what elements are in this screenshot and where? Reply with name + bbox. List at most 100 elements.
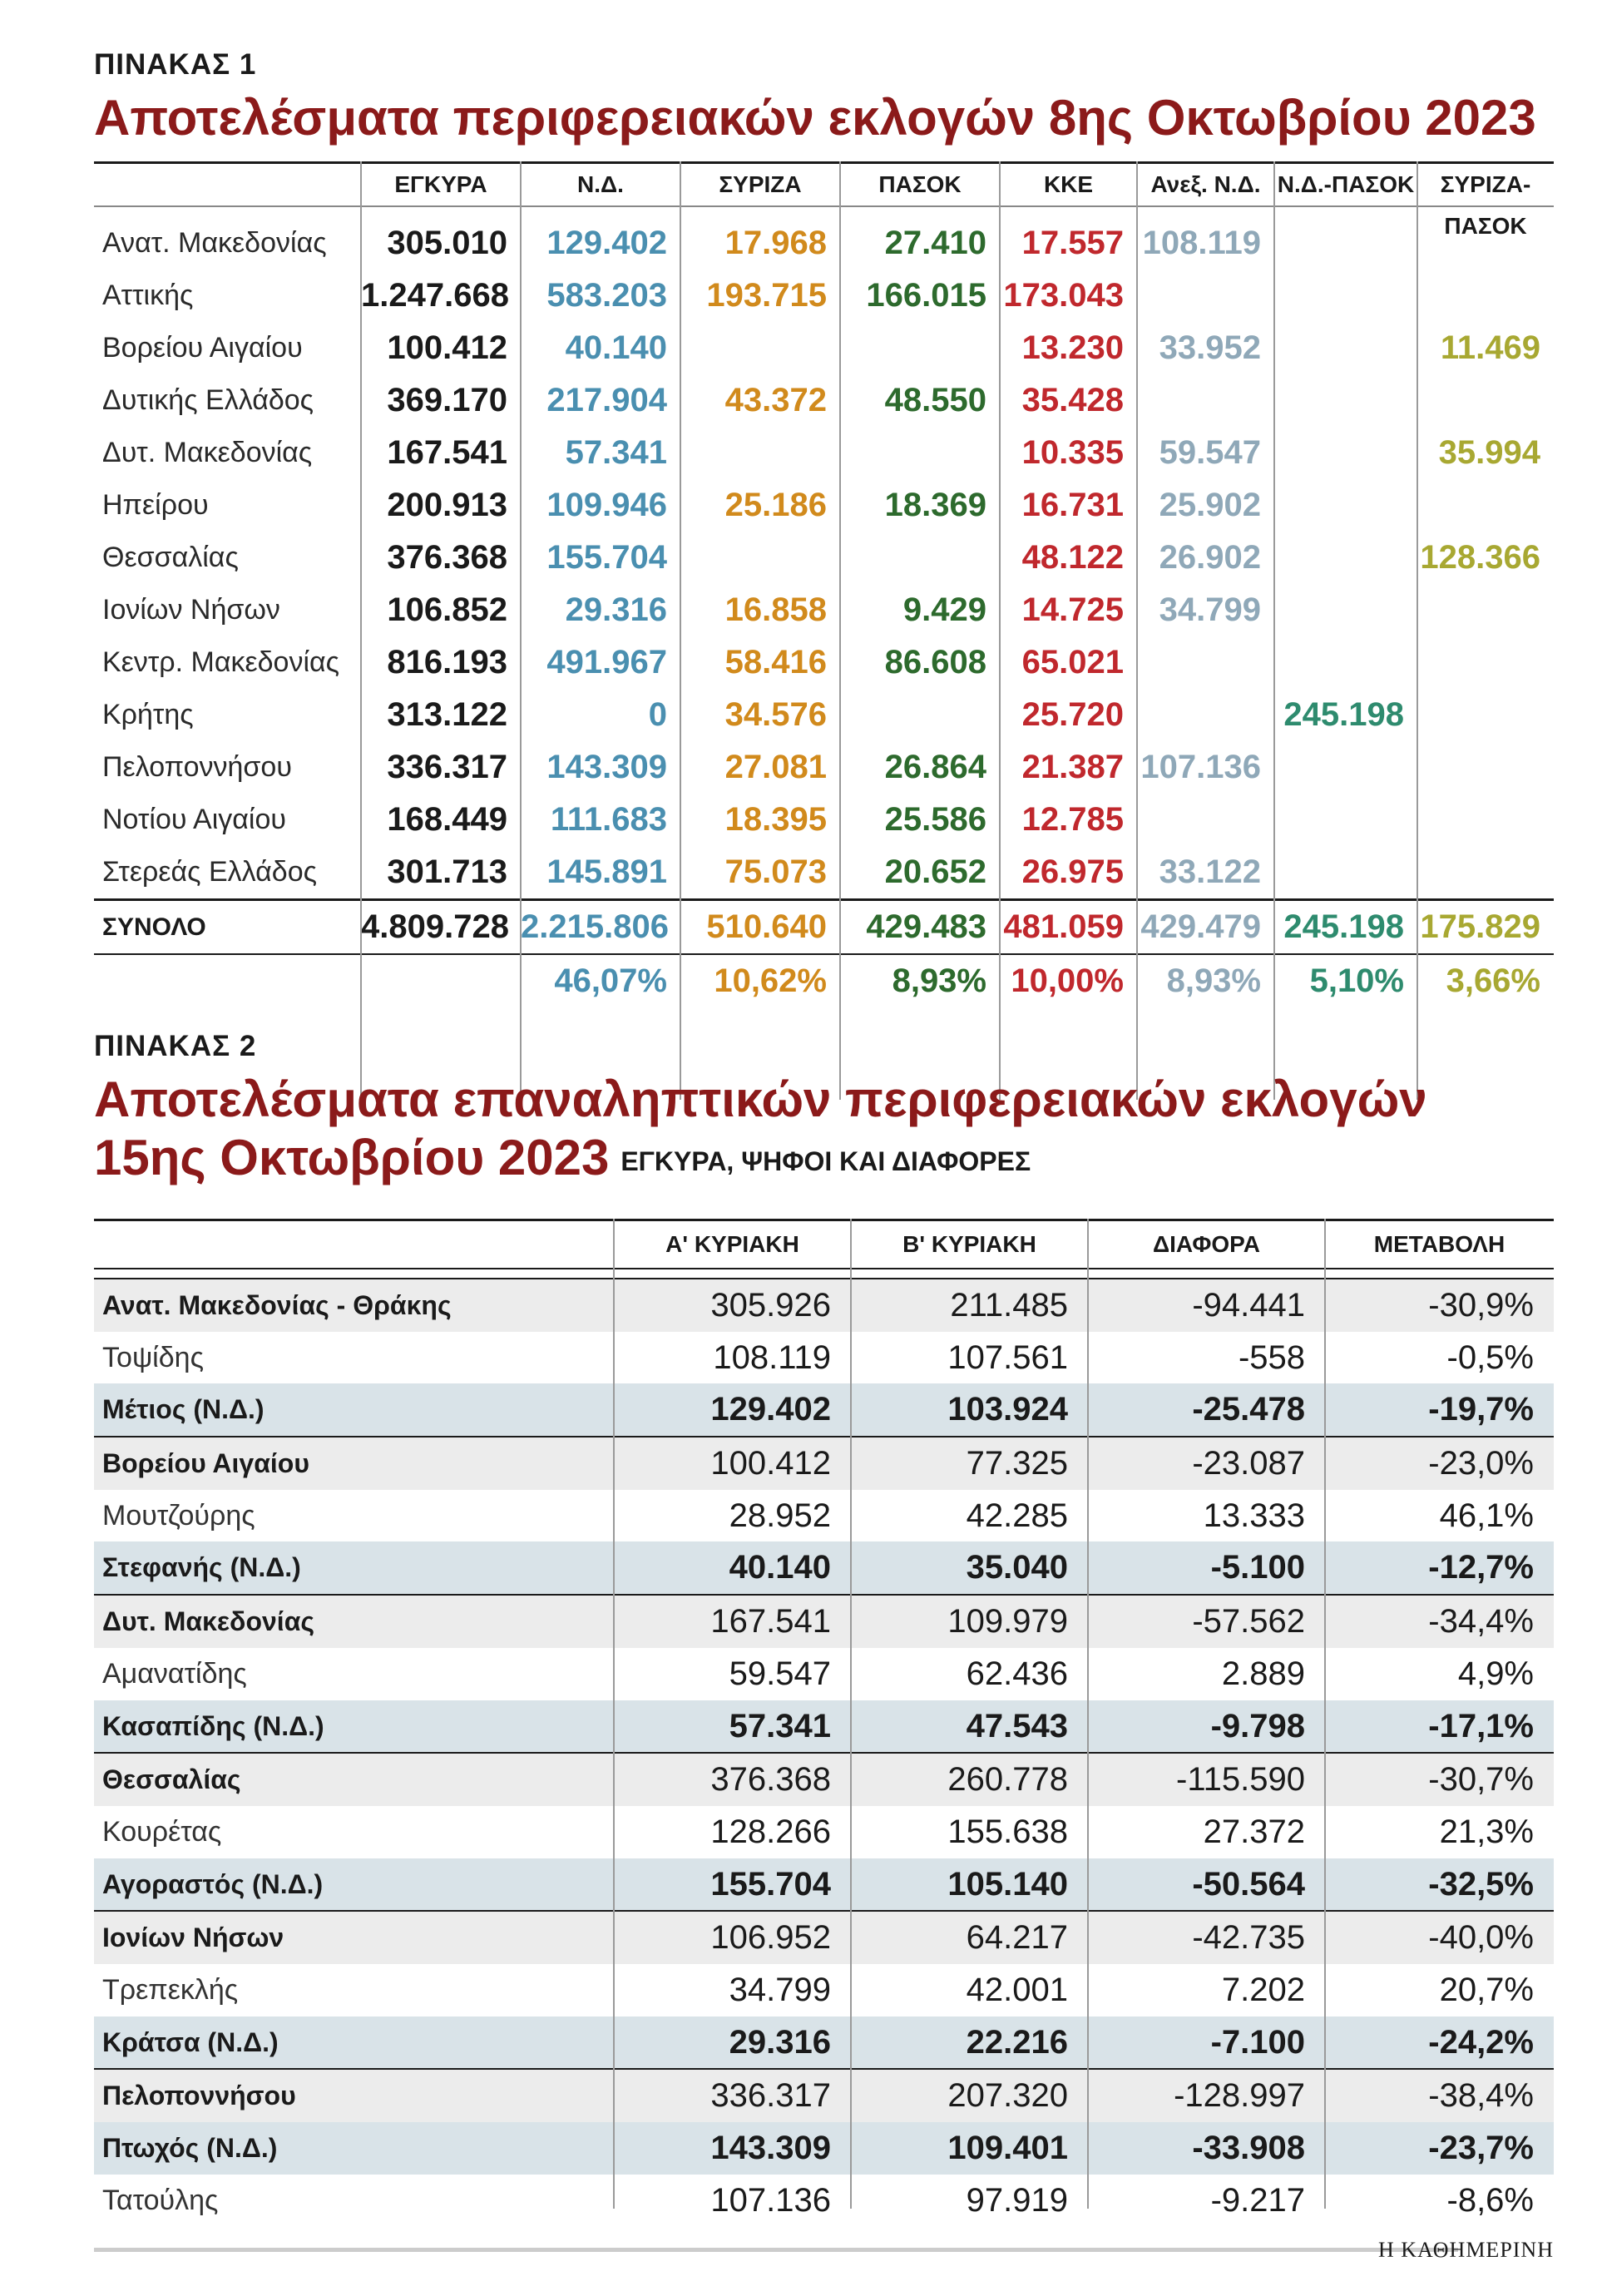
- table2-cell-change: 20,7%: [1439, 1971, 1534, 2008]
- table2-cell-change: -19,7%: [1428, 1391, 1534, 1428]
- table1-pct-kke: 10,00%: [1011, 962, 1124, 999]
- table1-cell-nd: 57.341: [565, 434, 667, 471]
- table1-total-row: ΣΥΝΟΛΟ 4.809.728 2.215.806 510.640 429.4…: [94, 898, 1554, 955]
- table1-region-label: Δυτ. Μακεδονίας: [102, 437, 313, 468]
- table1-row: Ιονίων Νήσων 106.852 29.316 16.858 9.429 14.7…: [94, 584, 1554, 636]
- table2-cell-b: 105.140: [947, 1865, 1068, 1903]
- table1-cell-nd-pasok: [1274, 217, 1417, 270]
- table1-cell-anex-nd: [1137, 374, 1274, 427]
- table1-cell-egkyra: 816.193: [387, 644, 507, 680]
- table1-cell-anex-nd: 26.902: [1159, 539, 1261, 576]
- table1-cell-egkyra: 336.317: [387, 749, 507, 785]
- table1-cell-kke: 35.428: [1021, 382, 1124, 418]
- table2-candidate-label: Αγοραστός (Ν.Δ.): [102, 1868, 324, 1899]
- table2-row-cand: Μουτζούρης 28.952 42.285 13.333 46,1%: [94, 1490, 1554, 1542]
- table2-cell-a: 336.317: [710, 2077, 831, 2115]
- table1-region-label: Αττικής: [102, 280, 194, 311]
- table1-pct-syriza-pasok: 3,66%: [1446, 962, 1540, 999]
- table2-cell-change: -30,7%: [1428, 1761, 1534, 1799]
- table1-header-kke: ΚΚΕ: [1043, 171, 1094, 197]
- table2-header-second-sunday: Β' ΚΥΡΙΑΚΗ: [902, 1231, 1036, 1257]
- table1-cell-nd: 0: [648, 696, 667, 733]
- table2-cell-a: 107.136: [710, 2181, 831, 2219]
- table2-divider: [1087, 1219, 1089, 2209]
- table2-subtitle: ΕΓΚΥΡΑ, ΨΗΦΟΙ ΚΑΙ ΔΙΑΦΟΡΕΣ: [621, 1146, 1031, 1177]
- table1-pct-nd: 46,07%: [554, 962, 667, 999]
- table1-cell-kke: 17.557: [1021, 225, 1124, 261]
- table1-title: Αποτελέσματα περιφερειακών εκλογών 8ης Ο…: [94, 90, 1536, 146]
- table2-cell-diff: 7.202: [1221, 1971, 1305, 2008]
- table1-total-syriza-pasok: 175.829: [1420, 908, 1540, 945]
- table2-cell-b: 64.217: [966, 1919, 1068, 1957]
- source-credit: Η ΚΑΘΗΜΕΡΙΝΗ: [1378, 2238, 1554, 2262]
- table2-row-region: Βορείου Αιγαίου 100.412 77.325 -23.087 -23,0…: [94, 1436, 1554, 1490]
- table2-region-label: Δυτ. Μακεδονίας: [102, 1606, 314, 1637]
- table1-header-egkyra: ΕΓΚΥΡΑ: [394, 171, 487, 197]
- table1-divider: [839, 161, 841, 1100]
- table1-divider: [680, 161, 681, 1100]
- table1-total-anex-nd: 429.479: [1140, 908, 1261, 945]
- table2-cell-change: 21,3%: [1439, 1813, 1534, 1850]
- table2-row-nd: Κασαπίδης (Ν.Δ.) 57.341 47.543 -9.798 -17,1%: [94, 1700, 1554, 1753]
- table2-cell-b: 109.979: [947, 1603, 1068, 1640]
- table1-total-kke: 481.059: [1003, 908, 1124, 945]
- table2-row-region: Ανατ. Μακεδονίας - Θράκης 305.926 211.485 -…: [94, 1278, 1554, 1332]
- table2-cell-change: -0,5%: [1446, 1339, 1535, 1376]
- table1-row: Κεντρ. Μακεδονίας 816.193 491.967 58.416 86.…: [94, 636, 1554, 689]
- table2-kicker: ΠΙΝΑΚΑΣ 2: [94, 1030, 257, 1062]
- table1-cell-nd: 129.402: [546, 225, 667, 261]
- table2-divider: [850, 1219, 852, 2209]
- table1-cell-nd: 29.316: [565, 591, 667, 628]
- table1-divider: [520, 161, 522, 1100]
- table2-row-nd: Αγοραστός (Ν.Δ.) 155.704 105.140 -50.564 -32…: [94, 1858, 1554, 1911]
- table1-pct-anex-nd: 8,93%: [1166, 962, 1261, 999]
- table2-cell-b: 109.401: [947, 2130, 1068, 2166]
- table2-region-label: Θεσσαλίας: [102, 1764, 241, 1795]
- table1-cell-syriza: 193.715: [706, 277, 827, 314]
- table2-cell-diff: -57.562: [1192, 1603, 1305, 1640]
- table1-cell-nd: 111.683: [550, 801, 667, 838]
- table2-cell-diff: -9.217: [1210, 2181, 1305, 2219]
- table1-cell-syriza-pasok: 128.366: [1420, 539, 1540, 576]
- table1-row: Νοτίου Αιγαίου 168.449 111.683 18.395 25.586…: [94, 794, 1554, 846]
- table2-cell-b: 42.001: [966, 1971, 1068, 2008]
- table2-row-region: Πελοποννήσου 336.317 207.320 -128.997 -38,4%: [94, 2068, 1554, 2122]
- table1-cell-syriza-pasok: [1417, 479, 1554, 532]
- table2-title-line1: Αποτελέσματα επαναληπτικών περιφερειακών…: [94, 1071, 1427, 1127]
- table1-row: Θεσσαλίας 376.368 155.704 48.122 26.902 128.3…: [94, 532, 1554, 584]
- table1-header-anex-nd: Ανεξ. Ν.Δ.: [1150, 171, 1261, 197]
- table2-cell-diff: -25.478: [1192, 1391, 1305, 1428]
- table2-row-cand: Αμανατίδης 59.547 62.436 2.889 4,9%: [94, 1648, 1554, 1700]
- table2-candidate-label: Στεφανής (Ν.Δ.): [102, 1552, 301, 1583]
- table1-divider: [1417, 161, 1418, 1100]
- table1-region-label: Δυτικής Ελλάδος: [102, 384, 314, 416]
- table1-total-label: ΣΥΝΟΛΟ: [102, 913, 206, 941]
- table1-cell-nd: 217.904: [546, 382, 667, 418]
- table1-cell-pasok: 20.652: [884, 854, 986, 890]
- table2-cell-b: 77.325: [966, 1445, 1068, 1482]
- table1-cell-pasok: 9.429: [902, 591, 986, 628]
- table1-row: Βορείου Αιγαίου 100.412 40.140 13.230 33.952…: [94, 322, 1554, 374]
- table1-divider: [1273, 161, 1275, 1100]
- table2-cell-change: -24,2%: [1428, 2023, 1534, 2061]
- table1-cell-anex-nd: 108.119: [1142, 225, 1261, 261]
- table1-cell-anex-nd: [1137, 689, 1274, 741]
- table1-cell-anex-nd: 33.952: [1159, 329, 1261, 366]
- table1-body: Ανατ. Μακεδονίας 305.010 129.402 17.968 27.4…: [94, 217, 1554, 898]
- table2-cell-diff: 13.333: [1203, 1497, 1305, 1534]
- table1-cell-syriza: [680, 322, 840, 374]
- table2-cell-a: 100.412: [710, 1445, 831, 1482]
- table1-cell-egkyra: 168.449: [387, 801, 507, 838]
- table1-cell-syriza-pasok: 35.994: [1438, 434, 1540, 471]
- table1-cell-syriza-pasok: [1417, 270, 1554, 322]
- table1-cell-kke: 12.785: [1021, 801, 1124, 838]
- table2-body: Ανατ. Μακεδονίας - Θράκης 305.926 211.485 -…: [94, 1278, 1554, 2226]
- table1-cell-kke: 21.387: [1021, 749, 1124, 785]
- table1-region-label: Κεντρ. Μακεδονίας: [102, 646, 340, 678]
- table1-cell-nd-pasok: [1274, 794, 1417, 846]
- table1-cell-egkyra: 200.913: [387, 487, 507, 523]
- table1-pct-syriza: 10,62%: [714, 962, 827, 999]
- table1-cell-nd: 143.309: [546, 749, 667, 785]
- table1-cell-egkyra: 106.852: [387, 591, 507, 628]
- table1-cell-nd-pasok: [1274, 374, 1417, 427]
